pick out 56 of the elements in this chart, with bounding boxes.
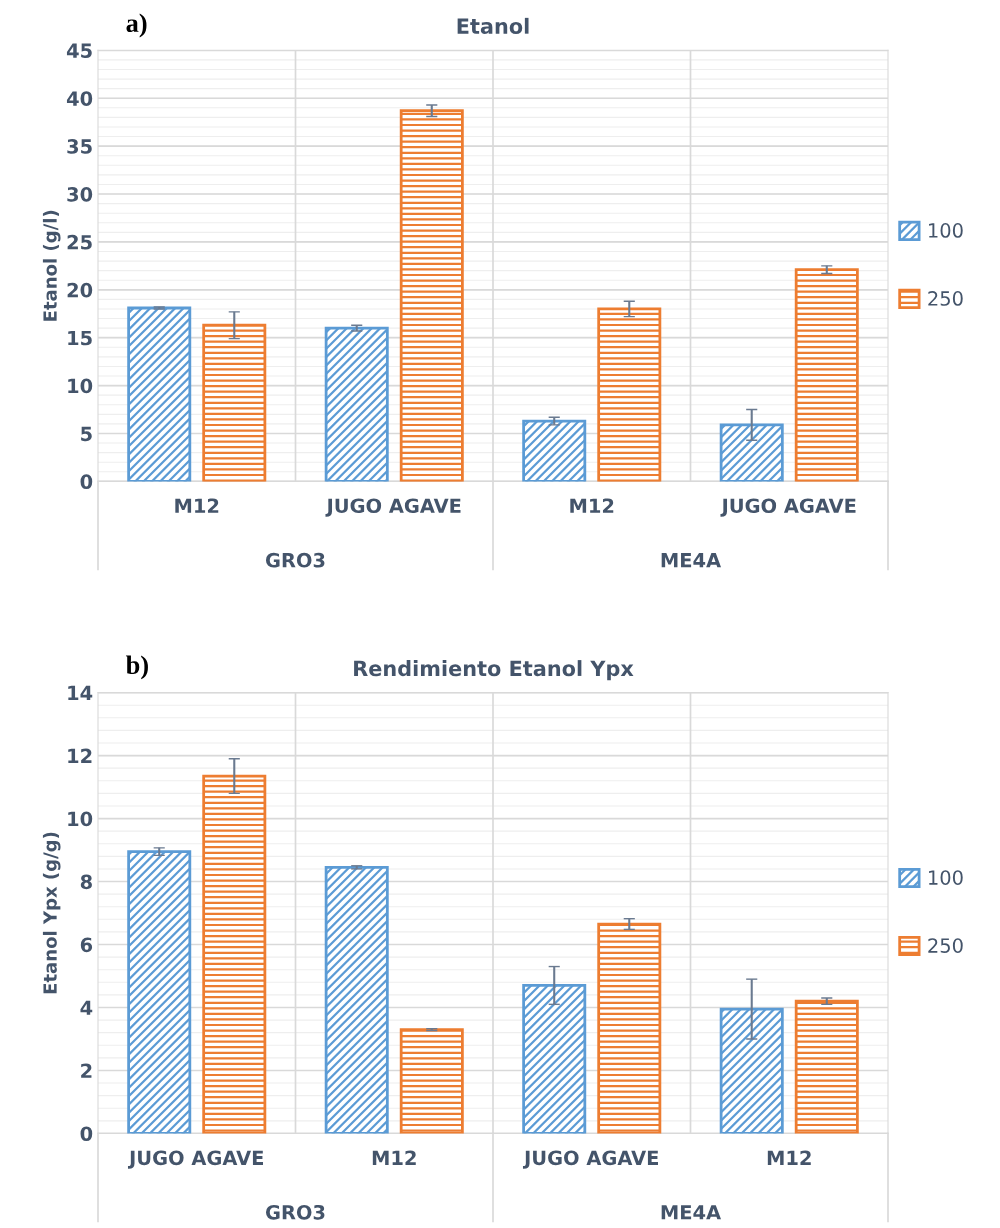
chart-title: Rendimiento Etanol Ypx — [354, 660, 634, 681]
bar — [202, 774, 267, 1134]
text: GRO3 — [265, 552, 325, 568]
legend-label: 100 — [929, 223, 963, 238]
bar — [399, 1028, 464, 1134]
text: b) — [125, 655, 148, 680]
bar — [597, 307, 662, 482]
bar — [399, 109, 464, 482]
x-tick-label: JUGO AGAVE — [720, 498, 856, 517]
legend-label: 250 — [928, 291, 963, 306]
bar — [324, 865, 389, 1134]
y-tick-label: 0 — [80, 1126, 93, 1142]
text: a) — [126, 13, 147, 38]
y-tick-label: 10 — [68, 378, 93, 394]
legend-label: 250 — [928, 938, 963, 953]
bar — [794, 999, 859, 1134]
y-tick-label: 40 — [66, 91, 93, 106]
bar — [127, 306, 192, 482]
bar — [522, 419, 587, 482]
x-tick-label: JUGO AGAVE — [325, 498, 461, 517]
y-tick-label: 8 — [80, 874, 92, 890]
y-tick-label: 5 — [81, 426, 92, 442]
legend-label: 100 — [929, 870, 963, 885]
y-tick-label: 30 — [67, 186, 93, 202]
y-axis-title: Etanol Ypx (g/g) — [42, 832, 61, 994]
y-tick-label: 15 — [68, 330, 92, 346]
y-tick-label: 45 — [66, 43, 92, 59]
bar — [202, 323, 267, 482]
bar — [127, 850, 192, 1134]
y-tick-label: 12 — [68, 748, 92, 763]
y-axis-title: Etanol (g/l) — [42, 210, 61, 321]
bar — [794, 268, 859, 482]
bar — [522, 984, 587, 1134]
bar — [719, 423, 784, 482]
bar — [719, 1007, 784, 1134]
chart-title: Etanol — [457, 17, 529, 34]
x-tick-label: M12 — [175, 498, 219, 513]
x-tick-label: JUGO AGAVE — [127, 1150, 264, 1169]
x-tick-label: M12 — [570, 498, 614, 513]
y-tick-label: 25 — [67, 234, 92, 250]
y-tick-label: 35 — [67, 139, 92, 154]
x-tick-label: JUGO AGAVE — [522, 1150, 659, 1169]
y-tick-label: 20 — [67, 282, 93, 298]
y-tick-label: 0 — [80, 474, 93, 490]
text: ME4A — [661, 1205, 722, 1220]
bar — [597, 922, 662, 1134]
text: GRO3 — [265, 1204, 325, 1220]
text: ME4A — [661, 553, 722, 568]
x-tick-label: M12 — [767, 1150, 811, 1165]
y-tick-label: 6 — [80, 937, 93, 953]
x-tick-label: M12 — [372, 1150, 416, 1165]
y-tick-label: 2 — [81, 1063, 92, 1078]
bar — [324, 326, 389, 482]
y-tick-label: 10 — [68, 811, 93, 827]
y-tick-label: 4 — [80, 1000, 93, 1015]
y-tick-label: 14 — [68, 685, 93, 700]
